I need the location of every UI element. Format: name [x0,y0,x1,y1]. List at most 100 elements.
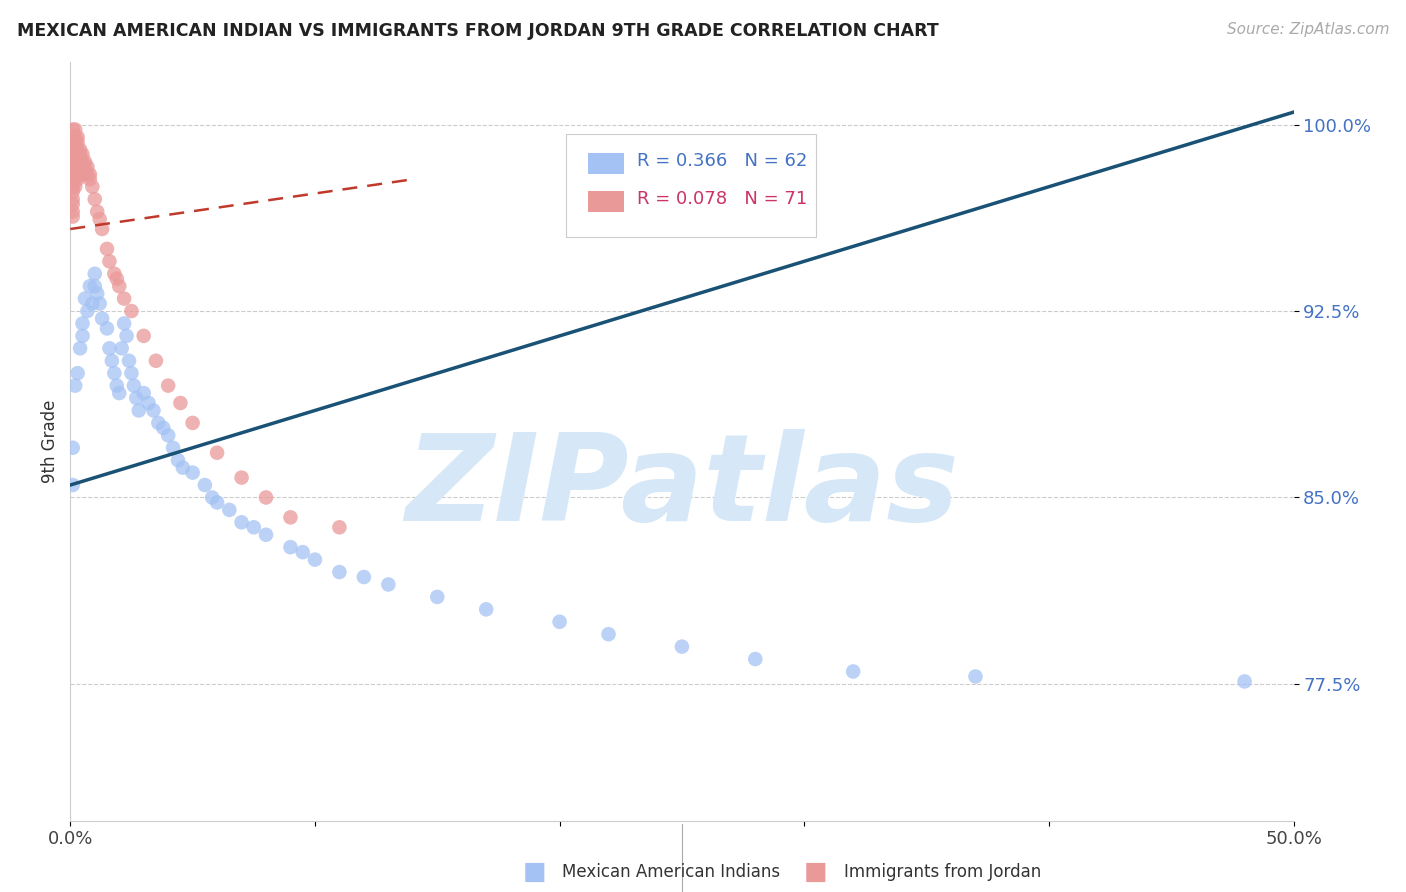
Point [744,652,766,666]
Point [145,353,167,368]
Point [377,577,399,591]
Point [152,421,174,435]
Point [62,478,84,492]
Point [62,154,84,169]
Text: Mexican American Indians: Mexican American Indians [562,863,780,881]
FancyBboxPatch shape [588,191,624,211]
FancyBboxPatch shape [565,135,817,236]
Point [91,222,114,236]
Point [76,167,98,181]
Point [103,366,125,380]
Point [63,172,86,186]
Point [72,329,94,343]
Point [62,441,84,455]
Point [115,329,138,343]
Point [128,403,150,417]
Point [62,147,84,161]
Point [72,317,94,331]
Point [79,279,101,293]
Point [205,446,228,460]
Point [598,627,620,641]
Point [426,590,449,604]
Point [79,167,101,181]
Point [62,122,84,136]
Point [108,386,131,401]
Point [194,478,217,492]
Point [63,167,86,181]
Point [157,378,180,392]
Point [96,321,118,335]
Point [73,154,96,169]
Point [181,466,204,480]
Point [63,122,86,136]
Point [72,147,94,161]
Point [69,154,91,169]
Point [62,179,84,194]
Point [66,154,89,169]
Point [62,167,84,181]
Point [254,491,277,505]
Point [66,167,89,181]
Point [231,470,253,484]
Point [66,135,89,149]
Text: Immigrants from Jordan: Immigrants from Jordan [844,863,1040,881]
Point [328,520,350,534]
Text: ■: ■ [523,861,546,884]
Point [63,160,86,174]
Point [121,304,143,318]
Point [111,341,134,355]
Point [89,296,111,310]
Point [62,130,84,145]
Point [72,167,94,181]
Point [66,160,89,174]
Point [66,130,89,145]
Point [132,329,155,343]
Point [201,491,224,505]
Point [112,292,135,306]
Point [66,147,89,161]
Point [89,212,111,227]
Point [76,304,98,318]
Point [328,565,350,579]
Point [69,147,91,161]
Point [172,460,194,475]
Point [157,428,180,442]
Point [62,192,84,206]
Point [842,665,865,679]
Point [112,317,135,331]
Point [167,453,190,467]
Point [73,160,96,174]
Point [101,353,124,368]
Point [125,391,148,405]
Point [82,296,104,310]
Point [86,204,108,219]
Point [162,441,184,455]
Point [96,242,118,256]
Text: MEXICAN AMERICAN INDIAN VS IMMIGRANTS FROM JORDAN 9TH GRADE CORRELATION CHART: MEXICAN AMERICAN INDIAN VS IMMIGRANTS FR… [17,22,939,40]
Text: R = 0.078   N = 71: R = 0.078 N = 71 [637,190,807,208]
Y-axis label: 9th Grade: 9th Grade [41,400,59,483]
Point [63,179,86,194]
Point [122,378,145,392]
Point [73,292,96,306]
Point [83,267,105,281]
Point [91,311,114,326]
Point [280,540,302,554]
Point [62,185,84,199]
Point [83,192,105,206]
Point [63,147,86,161]
Point [138,396,160,410]
Point [62,210,84,224]
Text: R = 0.366   N = 62: R = 0.366 N = 62 [637,152,807,170]
Point [66,172,89,186]
Point [82,179,104,194]
Point [121,366,143,380]
Point [304,552,326,566]
Point [79,172,101,186]
Point [62,172,84,186]
Point [72,154,94,169]
Text: Source: ZipAtlas.com: Source: ZipAtlas.com [1226,22,1389,37]
Point [63,143,86,157]
Point [142,403,165,417]
Point [103,267,125,281]
